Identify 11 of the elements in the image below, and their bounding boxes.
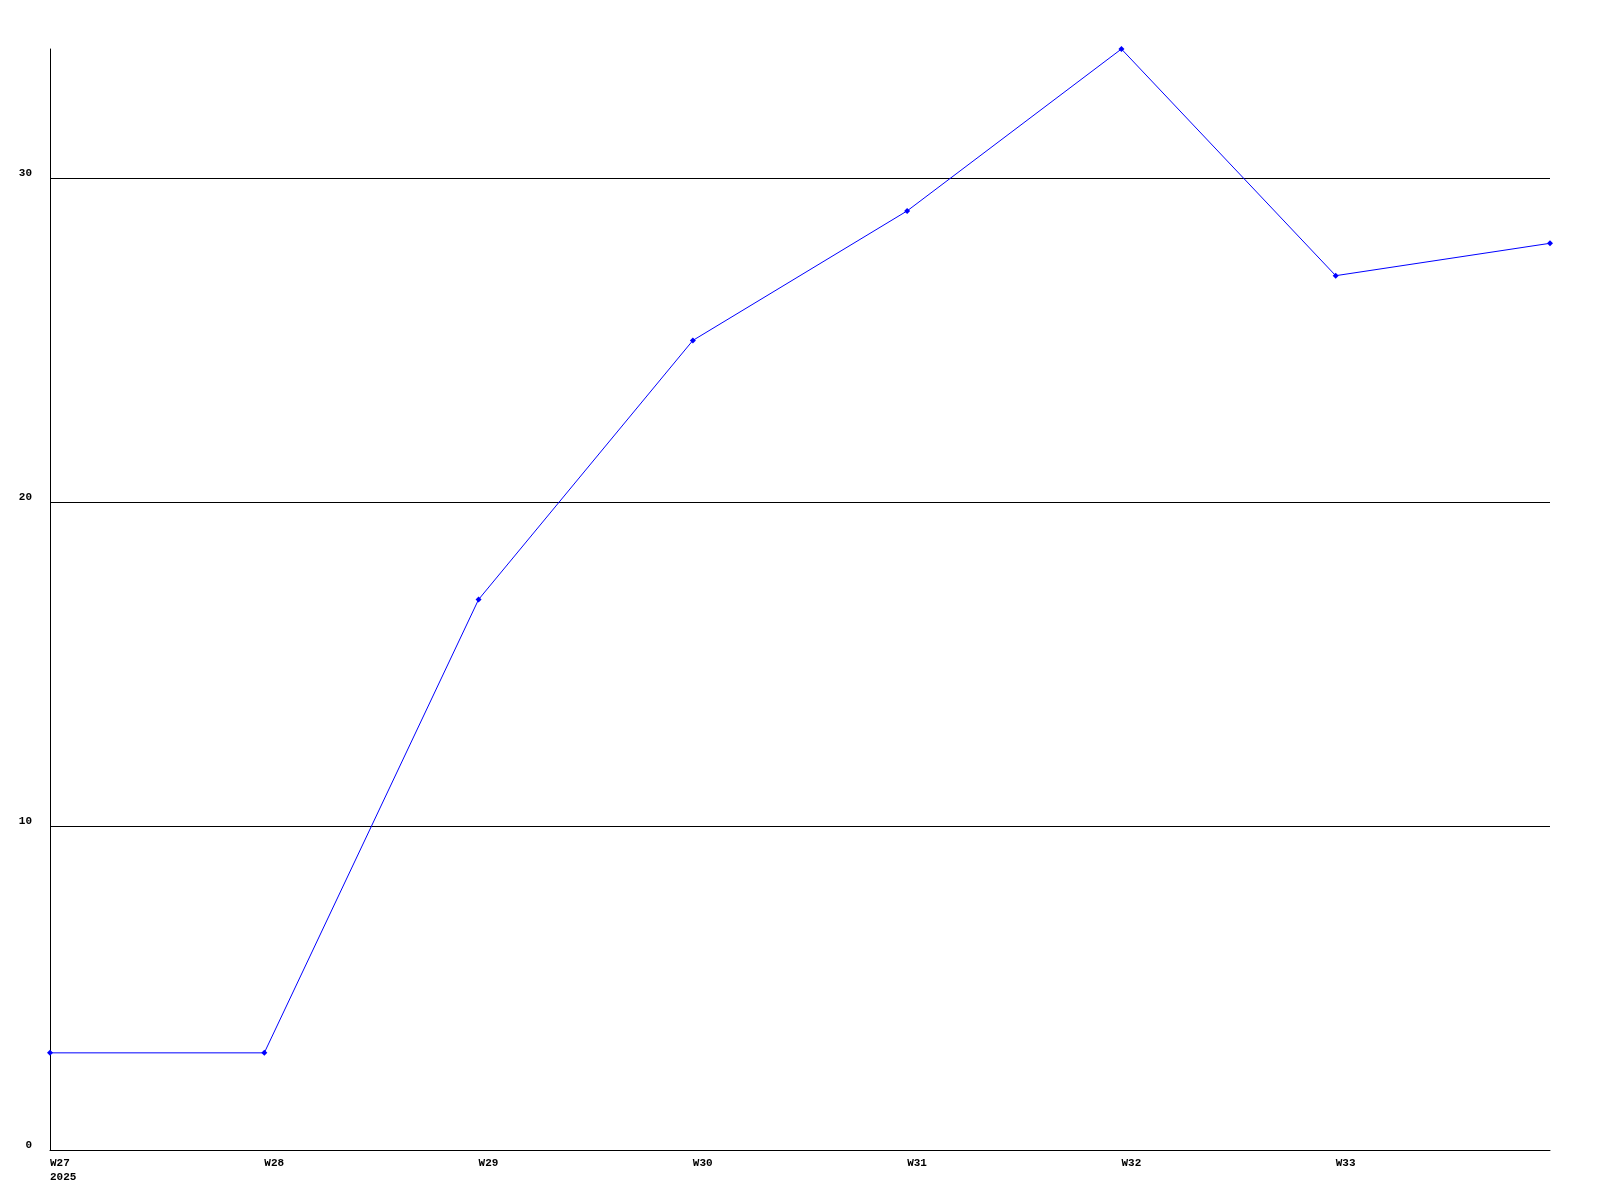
x-tick-label: W31 [907, 1157, 928, 1169]
y-tick-label: 30 [18, 167, 32, 180]
y-tick-label: 20 [18, 490, 32, 503]
x-tick-label: W28 [264, 1157, 285, 1169]
x-tick-label: W30 [692, 1157, 713, 1169]
x-tick-label: W29 [478, 1157, 499, 1169]
y-tick-label: 0 [25, 1138, 32, 1151]
x-tick-label: W32 [1121, 1157, 1142, 1169]
x-tick-label: W33 [1335, 1157, 1356, 1169]
x-tick-label: W27 2025 [50, 1157, 77, 1183]
y-tick-label: 10 [18, 814, 32, 827]
